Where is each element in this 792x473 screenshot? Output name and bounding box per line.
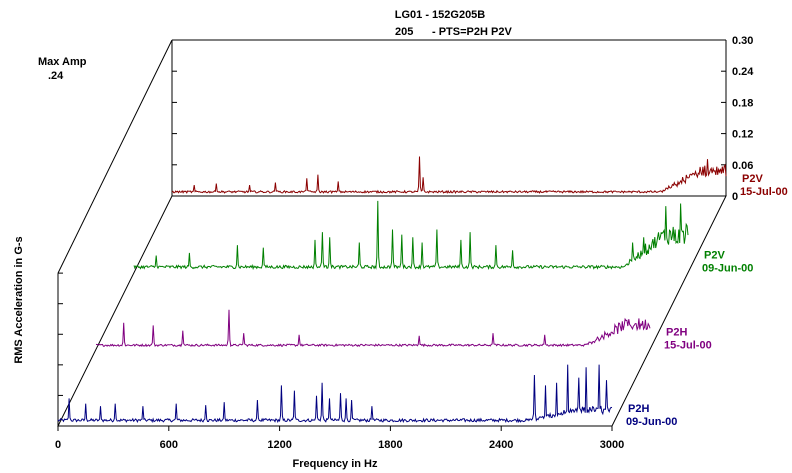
series-date-label: 09-Jun-00 <box>702 263 753 275</box>
y-tick-label: 0.30 <box>732 35 753 47</box>
y-tick-label: 0.06 <box>732 160 753 172</box>
series-line-p2v-09-jun-00 <box>133 200 689 271</box>
max-amp-value: .24 <box>48 70 64 82</box>
x-tick-label: 1800 <box>378 439 402 451</box>
series-name-label: P2H <box>666 326 687 338</box>
series-date-label: 15-Jul-00 <box>740 186 788 198</box>
series-date-label: 15-Jul-00 <box>664 339 712 351</box>
x-tick-label: 0 <box>55 439 61 451</box>
chart-subtitle-left: 205 <box>395 26 413 38</box>
series-name-label: P2V <box>742 173 763 185</box>
series-name-label: P2H <box>628 403 649 415</box>
series-date-label: 09-Jun-00 <box>626 416 677 428</box>
y-tick-label: 0.18 <box>732 97 753 109</box>
max-amp-label: Max Amp <box>38 56 87 68</box>
y-axis-label: RMS Acceleration in G-s <box>13 236 25 363</box>
y-tick-label: 0.24 <box>732 66 754 78</box>
series-line-p2h-09-jun-00 <box>57 364 613 424</box>
x-axis-ticks: 0 600 1200 1800 2400 3000 <box>55 426 624 451</box>
chart-subtitle-right: - PTS=P2H P2V <box>432 26 512 38</box>
chart-title: LG01 - 152G205B <box>395 9 486 21</box>
y-tick-label: 0.12 <box>732 129 753 141</box>
x-tick-label: 1200 <box>267 439 291 451</box>
x-tick-label: 600 <box>160 439 178 451</box>
y-tick-label: 0 <box>732 191 738 203</box>
series-line-p2v-15-jul-00 <box>171 156 727 194</box>
series-lines <box>57 156 727 424</box>
x-tick-label: 3000 <box>600 439 624 451</box>
series-name-label: P2V <box>704 250 725 262</box>
series-labels: P2H09-Jun-00P2H15-Jul-00P2V09-Jun-00P2V1… <box>626 173 788 428</box>
y-axis-ticks: 0 0.06 0.12 0.18 0.24 0.30 <box>721 35 754 203</box>
x-axis-label: Frequency in Hz <box>293 458 378 470</box>
top-diagonal-edge <box>57 39 173 274</box>
series-line-p2h-15-jul-00 <box>95 309 651 348</box>
x-tick-label: 2400 <box>489 439 513 451</box>
